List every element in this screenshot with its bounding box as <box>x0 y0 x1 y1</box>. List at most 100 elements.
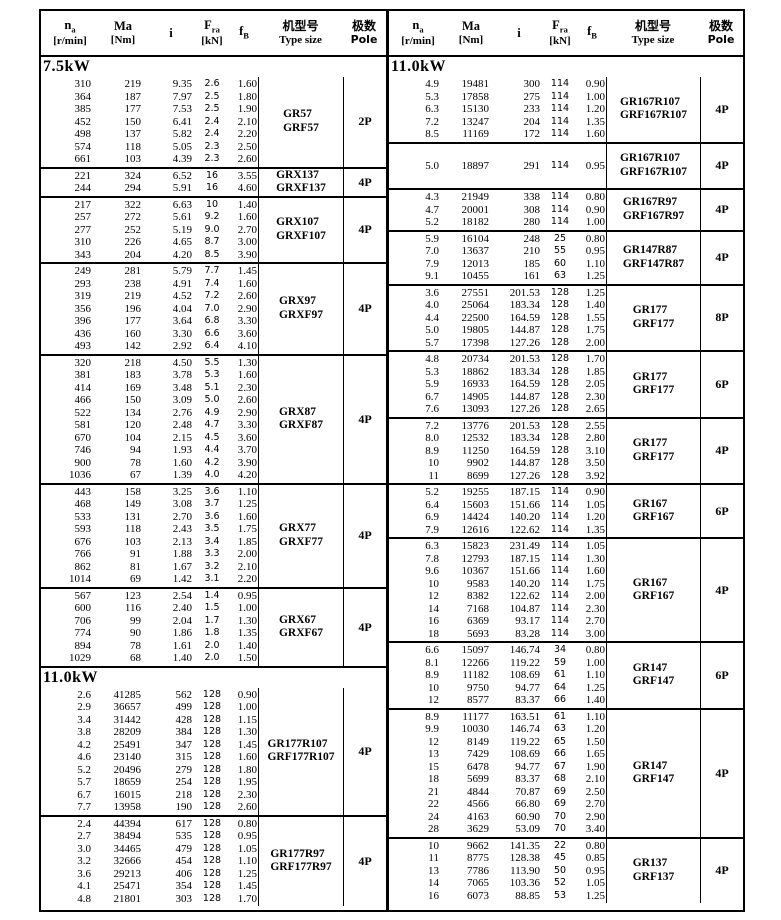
ma-value: 11182 <box>462 669 489 681</box>
fb-value: 0.90 <box>585 203 605 216</box>
na-value: 310 <box>74 78 92 90</box>
fra-value: 128 <box>202 892 222 904</box>
ma-value: 17858 <box>461 90 490 103</box>
table-row: 8.9 11177 163.51 61 1.10 <box>389 711 606 724</box>
fb-value: 1.70 <box>237 892 257 905</box>
table-row: 10 9902 144.87 128 3.50 <box>389 457 606 470</box>
na-value: 18 <box>428 627 439 640</box>
ratio-value: 4.50 <box>172 356 192 369</box>
fra-value: 1.5 <box>204 602 220 613</box>
header-na-main: n <box>64 18 72 33</box>
pole-cell: 4P <box>701 419 743 484</box>
na-value: 6.3 <box>425 540 439 552</box>
fb-value: 1.25 <box>237 867 257 880</box>
fb-value: 3.90 <box>237 248 257 261</box>
fra-value: 6.8 <box>204 315 220 326</box>
na-value: 2.4 <box>77 817 91 830</box>
fra-value: 128 <box>550 469 570 481</box>
table-row: 600 116 2.40 1.5 1.00 <box>41 602 258 615</box>
ma-value: 118 <box>124 523 141 535</box>
fb-value: 1.00 <box>237 701 257 713</box>
data-rows: 5.2 19255 187.15 114 0.90 6.4 15603 151.66 114 1.… <box>389 485 607 537</box>
fb-value: 1.90 <box>237 103 257 115</box>
type-size-line: GRF177 <box>632 317 675 330</box>
fb-value: 2.10 <box>585 773 605 785</box>
fb-value: 3.70 <box>237 444 257 456</box>
data-rows: 310 219 9.35 2.6 1.60 364 187 7.97 2.5 1.80 385 177… <box>41 77 259 167</box>
na-value: 381 <box>74 369 92 381</box>
ma-value: 16104 <box>461 232 490 245</box>
table-row: 6.9 14424 140.20 114 1.20 <box>389 511 606 524</box>
fra-value: 128 <box>202 817 222 829</box>
table-row: 7.7 13958 190 128 2.60 <box>41 801 258 814</box>
fb-value: 1.05 <box>585 877 605 889</box>
type-size-cell: GR147 GRF147 <box>607 643 701 708</box>
na-value: 8.1 <box>425 656 439 669</box>
fra-value: 114 <box>550 90 570 102</box>
na-value: 14 <box>428 877 439 889</box>
table-row: 4.0 25064 183.34 128 1.40 <box>389 299 606 312</box>
na-value: 5.7 <box>77 776 91 788</box>
ma-value: 204 <box>124 248 142 261</box>
table-row: 10 9750 94.77 64 1.25 <box>389 682 606 695</box>
type-size-line: GR177 <box>632 304 668 317</box>
header-ma: Ma [Nm] <box>447 11 495 55</box>
header-fb-main: f <box>239 24 244 39</box>
table-row: 706 99 2.04 1.7 1.30 <box>41 615 258 628</box>
na-value: 533 <box>74 510 92 523</box>
table-row: 12 8577 83.37 66 1.40 <box>389 694 606 707</box>
fra-value: 128 <box>202 867 222 879</box>
header-i-label: i <box>169 26 172 40</box>
section-title: 11.0kW <box>43 668 99 686</box>
table-row: 7.9 12616 122.62 114 1.35 <box>389 524 606 537</box>
ma-value: 15603 <box>461 498 490 511</box>
ratio-value: 163.51 <box>509 710 540 723</box>
fra-value: 3.6 <box>204 510 220 522</box>
ratio-value: 5.79 <box>172 265 192 277</box>
fb-value: 1.85 <box>585 365 605 378</box>
fb-value: 2.00 <box>585 590 605 602</box>
fra-value: 114 <box>550 590 570 601</box>
ratio-value: 275 <box>523 90 541 103</box>
table-row: 2.6 41285 562 128 0.90 <box>41 689 258 702</box>
fra-value: 128 <box>202 738 222 750</box>
ma-value: 25471 <box>113 880 142 892</box>
ma-value: 20734 <box>461 353 490 365</box>
na-value: 7.8 <box>425 552 439 565</box>
ratio-value: 2.76 <box>172 406 192 419</box>
header-pole-label: 极数 <box>709 19 733 34</box>
ratio-value: 6.63 <box>172 198 192 211</box>
na-value: 293 <box>74 277 92 290</box>
table-row: 8.0 12532 183.34 128 2.80 <box>389 432 606 445</box>
ratio-value: 144.87 <box>509 324 540 336</box>
na-value: 2.7 <box>77 830 91 842</box>
fra-value: 69 <box>553 785 567 797</box>
header-fra-unit: [kN] <box>201 35 223 48</box>
type-group: 221 324 6.52 16 3.55 244 294 5.91 16 4.60 GRX137 GR… <box>41 166 386 196</box>
header-type-unit: Type size <box>631 33 675 46</box>
fra-value: 25 <box>553 232 567 244</box>
ratio-value: 4.52 <box>172 290 192 302</box>
ratio-value: 183.34 <box>509 365 540 378</box>
ma-value: 158 <box>124 485 142 498</box>
ma-value: 116 <box>124 602 141 614</box>
header-fra-label: Fra <box>552 18 568 35</box>
ma-value: 44394 <box>113 817 142 830</box>
type-size-line: GR167R107 <box>619 152 681 165</box>
ratio-value: 94.77 <box>515 760 540 773</box>
na-value: 5.2 <box>77 763 91 776</box>
ma-value: 219 <box>124 78 142 90</box>
ma-value: 8382 <box>467 590 489 602</box>
table-row: 533 131 2.70 3.6 1.60 <box>41 511 258 524</box>
type-size-line: GRF147R87 <box>622 257 685 270</box>
fb-value: 1.80 <box>237 90 257 103</box>
header-type: 机型号 Type size <box>259 11 342 55</box>
fra-value: 128 <box>550 311 570 323</box>
table-row: 5.9 16933 164.59 128 2.05 <box>389 378 606 391</box>
ratio-value: 187.15 <box>509 552 540 565</box>
na-value: 7.9 <box>425 257 439 270</box>
ma-value: 16015 <box>113 788 142 801</box>
ma-value: 226 <box>124 236 142 248</box>
ratio-value: 4.20 <box>172 248 192 261</box>
header-fra-main: F <box>552 18 560 33</box>
